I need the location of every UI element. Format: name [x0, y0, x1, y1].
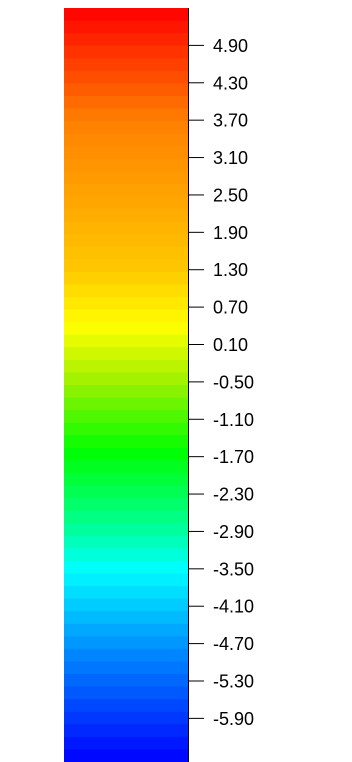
- color-band: [64, 108, 188, 122]
- color-band: [64, 523, 188, 537]
- color-band: [64, 45, 188, 59]
- tick-label: 3.70: [213, 111, 248, 131]
- color-band: [64, 196, 188, 210]
- color-band: [64, 535, 188, 549]
- color-band: [64, 397, 188, 411]
- tick-label: -1.70: [213, 447, 254, 467]
- color-band: [64, 724, 188, 738]
- tick-label: 0.70: [213, 298, 248, 318]
- color-band: [64, 749, 188, 762]
- color-band: [64, 586, 188, 600]
- tick-label: -2.30: [213, 485, 254, 505]
- color-band: [64, 322, 188, 336]
- color-band: [64, 8, 188, 22]
- tick-label: 2.50: [213, 185, 248, 205]
- color-band: [64, 359, 188, 374]
- color-band: [64, 648, 188, 663]
- color-band: [64, 146, 188, 160]
- color-band: [64, 221, 188, 235]
- tick-label: 4.30: [213, 73, 248, 93]
- color-band: [64, 246, 188, 260]
- color-band: [64, 573, 188, 587]
- color-band: [64, 598, 188, 612]
- tick-label: 3.10: [213, 148, 248, 168]
- color-band: [64, 410, 188, 424]
- tick-label: 1.30: [213, 260, 248, 280]
- color-band: [64, 70, 188, 84]
- color-band: [64, 472, 188, 487]
- color-band: [64, 674, 188, 688]
- color-band: [64, 435, 188, 449]
- color-band: [64, 711, 188, 725]
- tick-label: -2.90: [213, 522, 254, 542]
- color-band: [64, 209, 188, 223]
- colorbar-ticks: 4.90 4.30 3.70 3.10 2.50 1.90 1.30 0.70 0.10 -0.5…: [188, 36, 254, 729]
- tick-label: -3.50: [213, 559, 254, 579]
- color-band: [64, 385, 188, 399]
- color-band: [64, 699, 188, 713]
- color-band: [64, 58, 188, 72]
- color-band: [64, 183, 188, 198]
- color-band: [64, 623, 188, 637]
- color-band: [64, 422, 188, 436]
- color-band: [64, 498, 188, 512]
- tick-label: -5.90: [213, 709, 254, 729]
- color-band: [64, 661, 188, 675]
- color-band: [64, 271, 188, 286]
- color-band: [64, 83, 188, 97]
- color-band: [64, 636, 188, 650]
- color-band: [64, 259, 188, 273]
- color-band: [64, 33, 188, 47]
- tick-label: -4.10: [213, 597, 254, 617]
- color-bands: [64, 8, 188, 762]
- color-band: [64, 736, 188, 751]
- color-band: [64, 686, 188, 700]
- color-band: [64, 334, 188, 348]
- color-band: [64, 560, 188, 575]
- tick-label: -0.50: [213, 372, 254, 392]
- color-band: [64, 95, 188, 110]
- color-band: [64, 460, 188, 474]
- color-band: [64, 372, 188, 386]
- tick-label: -1.10: [213, 410, 254, 430]
- tick-label: 1.90: [213, 223, 248, 243]
- tick-label: 0.10: [213, 335, 248, 355]
- color-band: [64, 510, 188, 524]
- color-band: [64, 447, 188, 461]
- color-band: [64, 133, 188, 147]
- color-band: [64, 171, 188, 185]
- tick-label: 4.90: [213, 36, 248, 56]
- tick-label: -5.30: [213, 671, 254, 691]
- color-band: [64, 297, 188, 311]
- color-band: [64, 309, 188, 323]
- color-band: [64, 20, 188, 34]
- color-band: [64, 121, 188, 135]
- color-band: [64, 347, 188, 361]
- color-band: [64, 234, 188, 248]
- color-band: [64, 284, 188, 298]
- color-band: [64, 611, 188, 625]
- tick-label: -4.70: [213, 634, 254, 654]
- color-band: [64, 485, 188, 499]
- color-band: [64, 158, 188, 172]
- color-band: [64, 548, 188, 562]
